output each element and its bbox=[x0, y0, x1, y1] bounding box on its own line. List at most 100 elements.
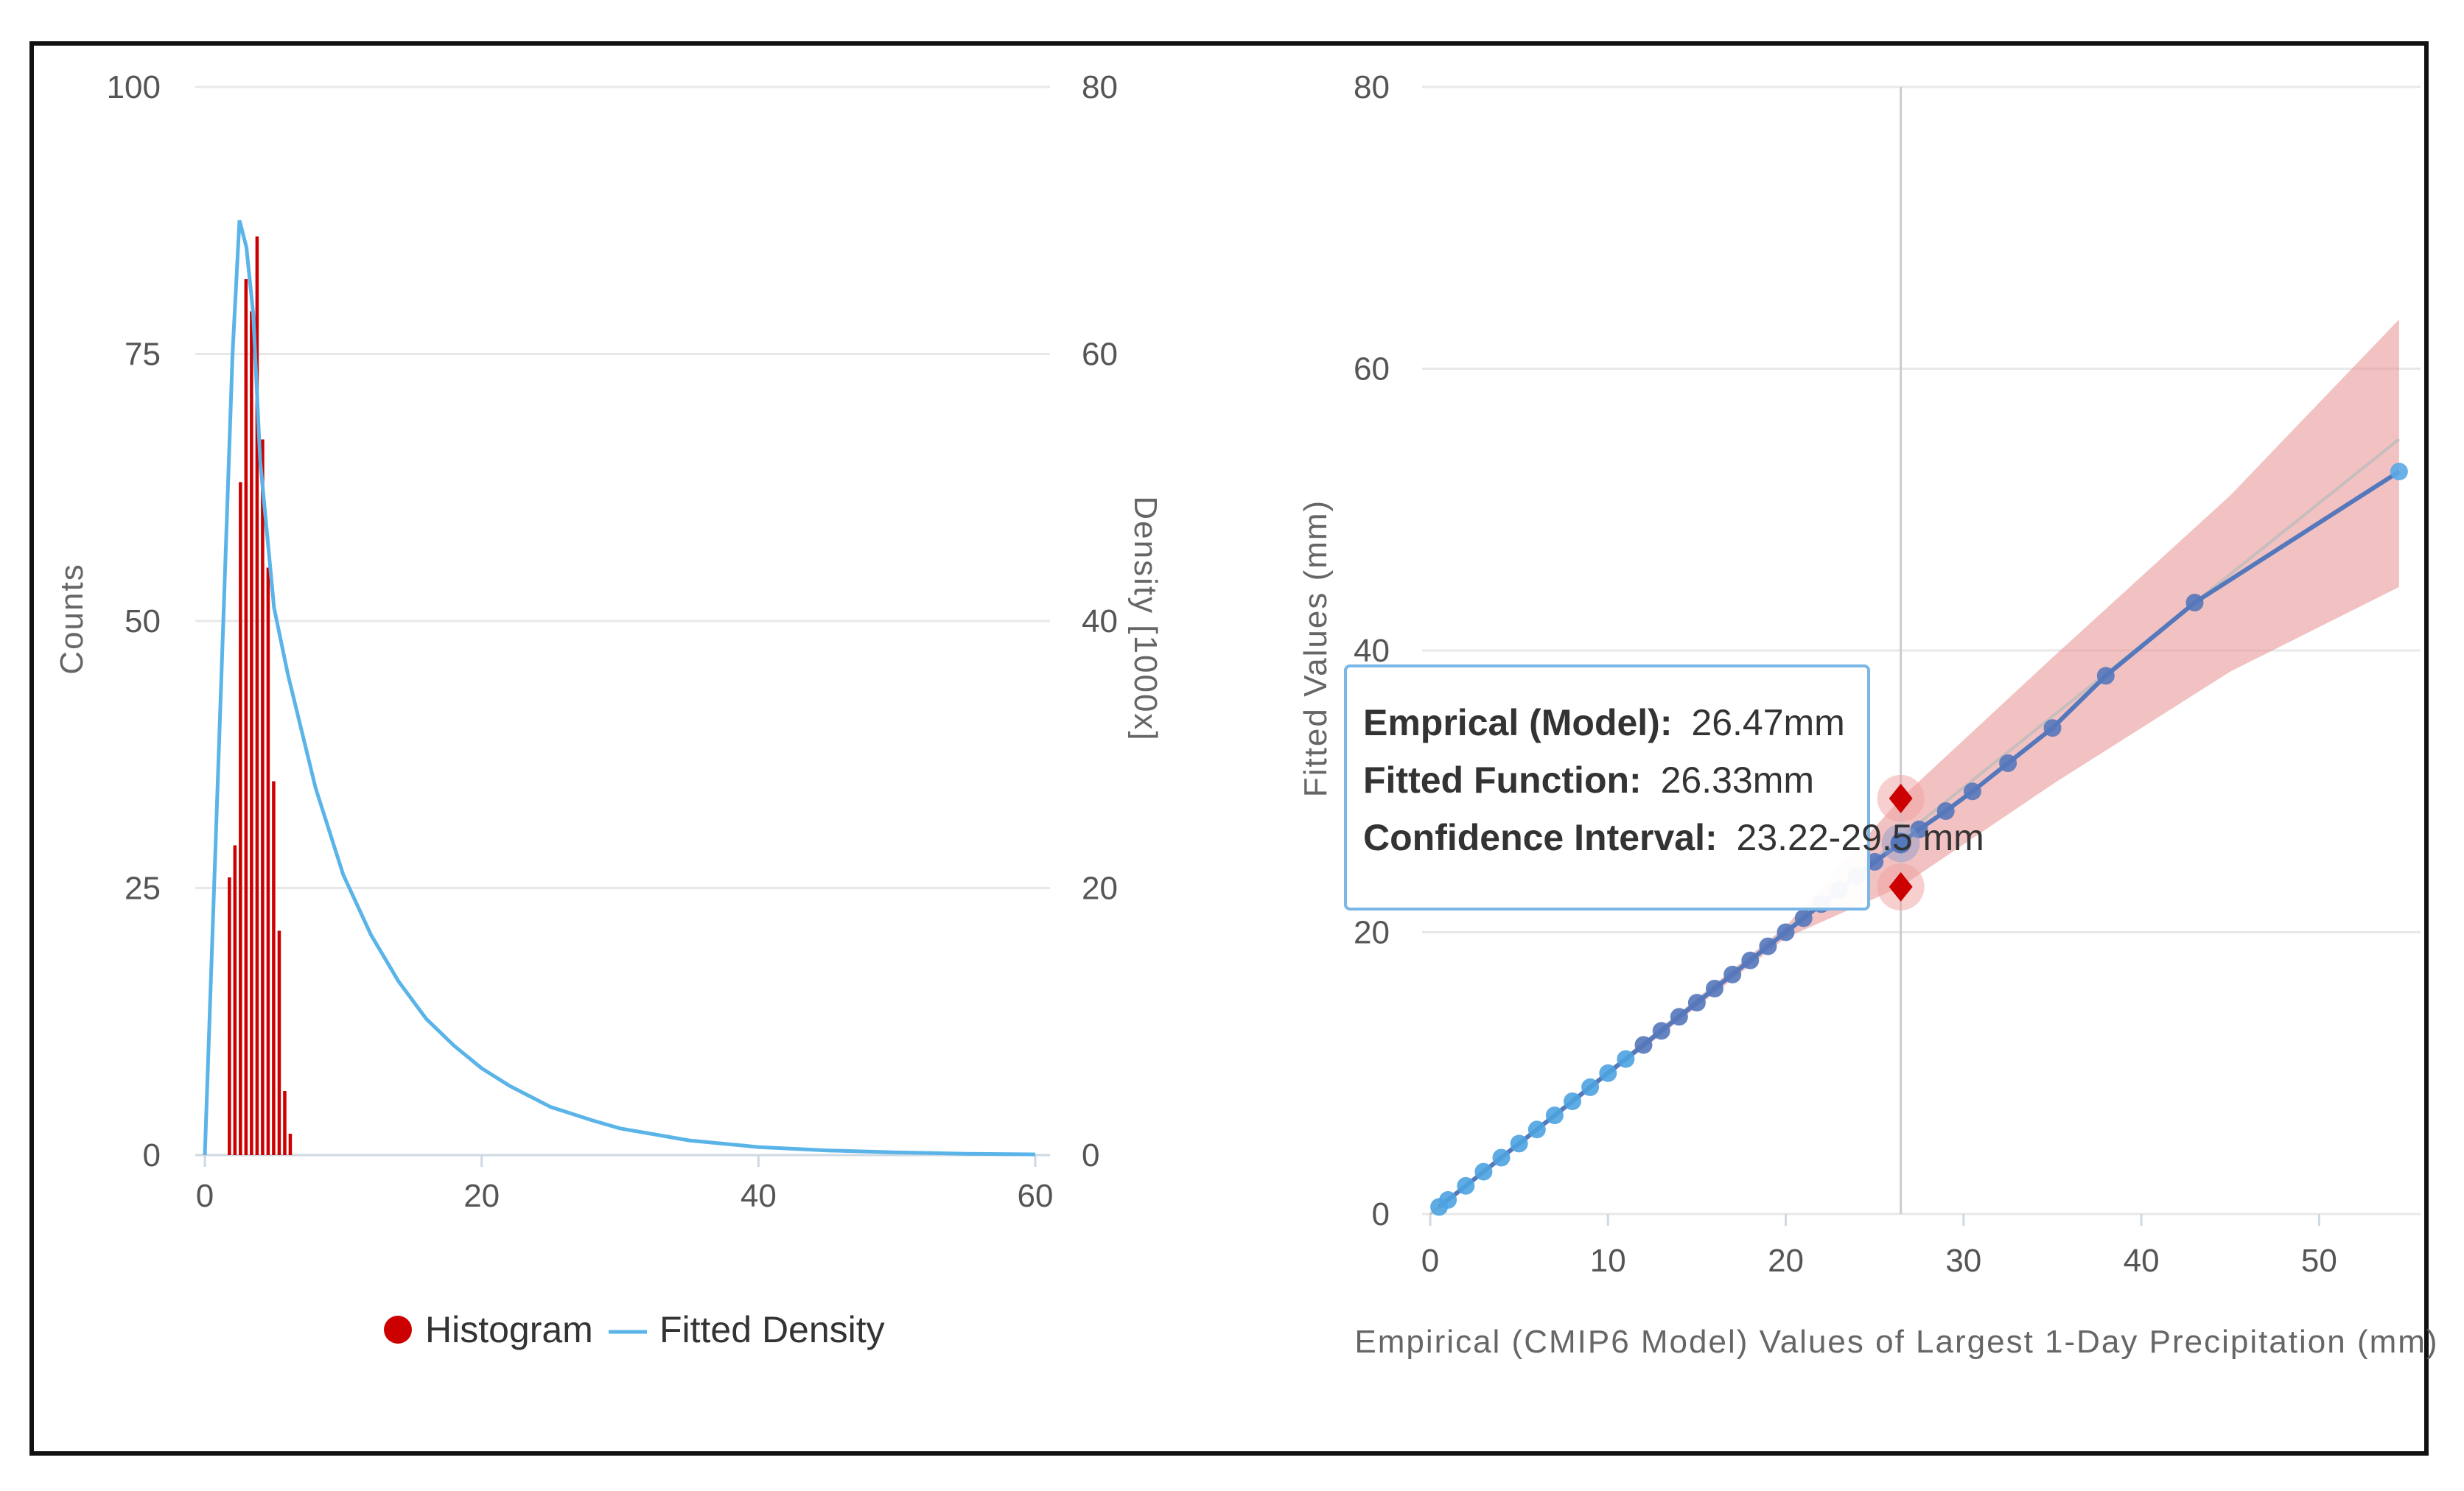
empirical-tick-label: 0 bbox=[1421, 1243, 1439, 1279]
empirical-tick-label: 50 bbox=[2301, 1243, 2337, 1279]
fitted-point[interactable] bbox=[1510, 1134, 1528, 1153]
density-tick-label: 40 bbox=[1082, 603, 1118, 639]
fitted-point[interactable] bbox=[1794, 909, 1813, 927]
fitted-point[interactable] bbox=[1741, 951, 1760, 969]
histogram-bar[interactable] bbox=[288, 1134, 293, 1155]
histogram-bar[interactable] bbox=[239, 482, 242, 1156]
fitted-point[interactable] bbox=[1599, 1064, 1617, 1082]
tooltip-key-empirical: Emprical (Model): bbox=[1363, 702, 1672, 743]
x-tick-label: 60 bbox=[1018, 1178, 1054, 1214]
histogram-density-chart: 0 25 50 75 100 0 20 40 60 80 0 20 40 60 Counts Densit… bbox=[54, 69, 1163, 1350]
lower-bound-marker bbox=[1889, 871, 1913, 902]
right-tick-labels: 0 20 40 60 80 0 10 20 30 40 50 bbox=[1354, 69, 2337, 1279]
x-tick-label: 0 bbox=[196, 1178, 214, 1214]
fitted-tick-label: 80 bbox=[1354, 69, 1390, 105]
counts-tick-label: 100 bbox=[107, 69, 161, 105]
fitted-density-legend-label[interactable]: Fitted Density bbox=[659, 1309, 885, 1350]
highlight-point bbox=[1890, 832, 1911, 854]
empirical-tick-label: 40 bbox=[2124, 1243, 2160, 1279]
tooltip-line-fitted: Fitted Function: 26.33mm bbox=[1363, 759, 1814, 801]
fitted-point[interactable] bbox=[1777, 923, 1795, 941]
tooltip-value-empirical: 26.47mm bbox=[1691, 702, 1844, 743]
empirical-tick-label: 10 bbox=[1590, 1243, 1626, 1279]
density-tick-label: 0 bbox=[1082, 1137, 1099, 1173]
density-axis-title: Density [1000x] bbox=[1127, 496, 1163, 741]
fitted-point[interactable] bbox=[1936, 802, 1955, 820]
tooltip-line-confidence: Confidence Interval: 23.22-29.5 mm bbox=[1363, 817, 1984, 858]
fitted-function-points[interactable] bbox=[1430, 463, 2408, 1216]
histogram-bar[interactable] bbox=[255, 236, 259, 1155]
legend[interactable]: Histogram Fitted Density bbox=[384, 1309, 885, 1350]
fitted-point[interactable] bbox=[1652, 1022, 1670, 1040]
histogram-bar[interactable] bbox=[228, 877, 231, 1155]
counts-tick-label: 0 bbox=[143, 1137, 161, 1173]
histogram-bar[interactable] bbox=[277, 930, 281, 1156]
fitted-point[interactable] bbox=[1634, 1036, 1653, 1054]
counts-tick-label: 75 bbox=[125, 337, 161, 373]
density-tick-label: 80 bbox=[1082, 69, 1118, 105]
empirical-tick-label: 20 bbox=[1768, 1243, 1804, 1279]
fitted-point[interactable] bbox=[1617, 1050, 1635, 1068]
tooltip-key-confidence: Confidence Interval: bbox=[1363, 817, 1718, 858]
fitted-tick-label: 60 bbox=[1354, 351, 1390, 387]
histogram-bar[interactable] bbox=[233, 845, 237, 1156]
histogram-bar[interactable] bbox=[244, 279, 248, 1155]
left-gridlines bbox=[195, 85, 1050, 1167]
histogram-bar[interactable] bbox=[261, 439, 265, 1156]
fitted-point[interactable] bbox=[1581, 1078, 1600, 1096]
fitted-point[interactable] bbox=[1564, 1092, 1581, 1110]
fitted-point[interactable] bbox=[1474, 1162, 1493, 1181]
tooltip-key-fitted: Fitted Function: bbox=[1363, 759, 1642, 801]
histogram-bar[interactable] bbox=[272, 781, 276, 1156]
fitted-point[interactable] bbox=[1910, 820, 1928, 838]
fitted-point[interactable] bbox=[1723, 965, 1742, 983]
empirical-tick-label: 30 bbox=[1945, 1243, 1981, 1279]
histogram-legend-label[interactable]: Histogram bbox=[425, 1309, 593, 1350]
fitted-density-line bbox=[203, 220, 1036, 1157]
histogram-bar[interactable] bbox=[250, 311, 253, 1156]
fitted-tick-label: 0 bbox=[1372, 1196, 1390, 1232]
upper-bound-marker bbox=[1889, 783, 1913, 813]
fitted-point[interactable] bbox=[1527, 1120, 1546, 1139]
fitted-point[interactable] bbox=[1706, 980, 1723, 997]
fitted-point[interactable] bbox=[1457, 1176, 1475, 1195]
counts-tick-label: 25 bbox=[125, 871, 161, 907]
tooltip-line-empirical: Emprical (Model): 26.47mm bbox=[1363, 702, 1845, 743]
tooltip: Emprical (Model): 26.47mm Fitted Functio… bbox=[1344, 664, 1984, 911]
fitted-point[interactable] bbox=[2096, 667, 2115, 685]
histogram-bar[interactable] bbox=[283, 1091, 287, 1155]
density-tick-label: 20 bbox=[1082, 871, 1118, 907]
counts-tick-label: 50 bbox=[125, 603, 161, 639]
fitted-point[interactable] bbox=[1670, 1008, 1688, 1026]
fitted-point[interactable] bbox=[2185, 594, 2204, 611]
x-tick-label: 20 bbox=[463, 1178, 500, 1214]
histogram-bars bbox=[228, 236, 293, 1156]
tooltip-value-confidence: 23.22-29.5 mm bbox=[1737, 817, 1984, 858]
fitted-point[interactable] bbox=[1759, 937, 1777, 955]
highlight-markers bbox=[1877, 774, 1925, 911]
tooltip-box bbox=[1344, 664, 1870, 911]
empirical-axis-title: Empirical (CMIP6 Model) Values of Larges… bbox=[1354, 1324, 2438, 1360]
fitted-tick-label: 40 bbox=[1354, 633, 1390, 669]
fitted-point[interactable] bbox=[1439, 1190, 1457, 1209]
fitted-point[interactable] bbox=[2390, 463, 2408, 481]
fitted-point[interactable] bbox=[2043, 719, 2062, 737]
density-tick-label: 60 bbox=[1082, 337, 1118, 373]
left-tick-labels: 0 25 50 75 100 0 20 40 60 80 0 20 40 60 bbox=[107, 69, 1118, 1214]
fitted-tick-label: 20 bbox=[1354, 915, 1390, 951]
x-tick-label: 40 bbox=[741, 1178, 777, 1214]
fitted-point[interactable] bbox=[1999, 754, 2017, 772]
figure-frame bbox=[29, 41, 2429, 1456]
fitted-values-axis-title: Fitted Values (mm) bbox=[1298, 499, 1334, 797]
fitted-point[interactable] bbox=[1687, 994, 1706, 1012]
fitted-point[interactable] bbox=[1866, 852, 1884, 871]
counts-axis-title: Counts bbox=[54, 563, 90, 674]
fitted-point[interactable] bbox=[1545, 1106, 1564, 1125]
tooltip-value-fitted: 26.33mm bbox=[1661, 759, 1814, 801]
fitted-point[interactable] bbox=[1963, 782, 1981, 801]
right-gridlines bbox=[1422, 85, 2421, 1226]
histogram-bar[interactable] bbox=[266, 567, 270, 1156]
fitted-point[interactable] bbox=[1492, 1148, 1511, 1167]
